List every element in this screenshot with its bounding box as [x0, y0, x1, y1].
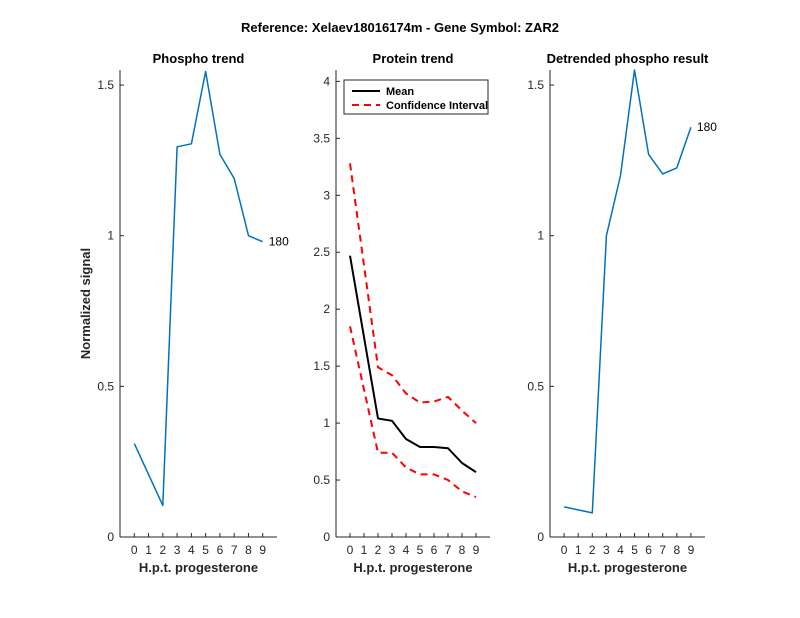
x-tick-label: 5: [202, 543, 209, 557]
x-tick-label: 0: [347, 543, 354, 557]
x-tick-label: 6: [217, 543, 224, 557]
x-tick-label: 9: [259, 543, 266, 557]
x-tick-label: 0: [131, 543, 138, 557]
x-axis-label: H.p.t. progesterone: [139, 560, 258, 575]
x-tick-label: 7: [445, 543, 452, 557]
x-axis-label: H.p.t. progesterone: [568, 560, 687, 575]
series-line-confidence-interval-lower: [349, 326, 477, 499]
series-line-mean: [349, 255, 477, 473]
x-tick-label: 9: [688, 543, 695, 557]
y-tick-label: 0: [107, 530, 114, 544]
x-tick-label: 5: [631, 543, 638, 557]
legend: Mean Confidence Interval: [343, 79, 489, 115]
y-tick-label: 2: [323, 302, 330, 316]
data-annotation: 180: [269, 235, 289, 249]
legend-label: Mean: [386, 86, 414, 98]
x-tick-label: 3: [603, 543, 610, 557]
x-tick-label: 2: [159, 543, 166, 557]
x-tick-label: 0: [561, 543, 568, 557]
x-tick-label: 7: [231, 543, 238, 557]
y-tick-label: 1: [323, 416, 330, 430]
x-tick-label: 3: [174, 543, 181, 557]
legend-label: Confidence Interval: [386, 100, 488, 112]
x-tick-label: 4: [617, 543, 624, 557]
y-tick-label: 1.5: [527, 78, 544, 92]
x-tick-label: 8: [459, 543, 466, 557]
x-tick-label: 2: [589, 543, 596, 557]
y-tick-label: 0.5: [527, 379, 544, 393]
y-tick-label: 1.5: [313, 359, 330, 373]
y-tick-label: 2.5: [313, 245, 330, 259]
y-tick-label: 1.5: [97, 78, 114, 92]
y-tick-label: 0: [537, 530, 544, 544]
legend-box: [343, 79, 489, 115]
series-line-confidence-interval-upper: [349, 163, 477, 424]
y-tick-label: 4: [323, 74, 330, 88]
x-tick-label: 6: [431, 543, 438, 557]
x-tick-label: 3: [389, 543, 396, 557]
figure-suptitle: Reference: Xelaev18016174m - Gene Symbol…: [241, 20, 559, 35]
x-tick-label: 9: [473, 543, 480, 557]
x-tick-label: 8: [673, 543, 680, 557]
y-tick-label: 0.5: [97, 379, 114, 393]
chart-title: Protein trend: [373, 51, 454, 66]
x-tick-label: 2: [375, 543, 382, 557]
x-axis-label: H.p.t. progesterone: [353, 560, 472, 575]
y-axis-label: Normalized signal: [78, 248, 93, 359]
x-tick-label: 4: [188, 543, 195, 557]
y-tick-label: 1: [107, 229, 114, 243]
data-annotation: 180: [697, 120, 717, 134]
series-line-phospho: [133, 70, 263, 507]
x-tick-label: 8: [245, 543, 252, 557]
x-tick-label: 1: [575, 543, 582, 557]
x-tick-label: 1: [361, 543, 368, 557]
chart-title: Phospho trend: [153, 51, 245, 66]
y-tick-label: 3: [323, 188, 330, 202]
x-tick-label: 5: [417, 543, 424, 557]
x-tick-label: 4: [403, 543, 410, 557]
x-tick-label: 7: [659, 543, 666, 557]
y-tick-label: 0.5: [313, 473, 330, 487]
y-tick-label: 1: [537, 229, 544, 243]
y-tick-label: 0: [323, 530, 330, 544]
series-line-detrended: [563, 69, 692, 514]
chart-title: Detrended phospho result: [547, 51, 709, 66]
x-tick-label: 1: [145, 543, 152, 557]
y-tick-label: 3.5: [313, 131, 330, 145]
x-tick-label: 6: [645, 543, 652, 557]
